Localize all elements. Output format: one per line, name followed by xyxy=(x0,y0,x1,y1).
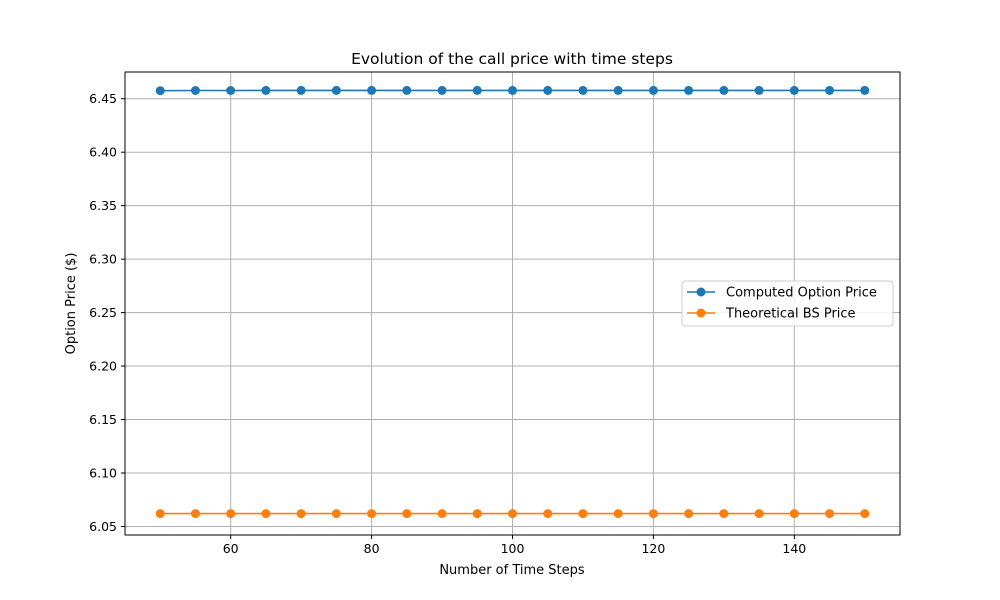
series-1-point xyxy=(860,85,870,95)
y-tick-label: 6.35 xyxy=(89,198,117,213)
legend-label-2: Theoretical BS Price xyxy=(725,307,856,322)
series-2-point xyxy=(578,509,588,519)
series-1-point xyxy=(331,85,341,95)
series-1-point xyxy=(155,86,165,96)
legend: Computed Option Price Theoretical BS Pric… xyxy=(681,280,894,327)
series-1-point xyxy=(613,85,623,95)
y-tick-label: 6.45 xyxy=(89,91,117,106)
series-2-point xyxy=(296,509,306,519)
x-tick-label: 60 xyxy=(223,541,239,556)
series-1-point xyxy=(684,85,694,95)
y-tick-label: 6.20 xyxy=(89,359,117,374)
series-1-point xyxy=(754,85,764,95)
y-axis-label: Option Price ($) xyxy=(64,253,79,355)
series-1-point xyxy=(226,85,236,95)
series-1-point xyxy=(296,85,306,95)
legend-marker-1 xyxy=(696,287,706,297)
series-1-point xyxy=(261,85,271,95)
series-2-point xyxy=(684,509,694,519)
series-2-point xyxy=(613,509,623,519)
series-2-point xyxy=(190,509,200,519)
plot-series xyxy=(155,85,870,519)
series-1-point xyxy=(578,85,588,95)
x-tick-label: 80 xyxy=(364,541,380,556)
legend-box xyxy=(681,280,894,327)
series-2-point xyxy=(648,509,658,519)
series-1-point xyxy=(437,85,447,95)
x-axis-label: Number of Time Steps xyxy=(439,563,585,578)
y-tick-label: 6.30 xyxy=(89,252,117,267)
series-2-point xyxy=(331,509,341,519)
series-2-point xyxy=(860,509,870,519)
y-tick-label: 6.10 xyxy=(89,465,117,480)
y-tick-label: 6.15 xyxy=(89,412,117,427)
series-2-point xyxy=(543,509,553,519)
series-1-point xyxy=(789,85,799,95)
series-2-point xyxy=(472,509,482,519)
legend-label-1: Computed Option Price xyxy=(726,286,877,301)
series-2-point xyxy=(261,509,271,519)
series-2-point xyxy=(226,509,236,519)
x-tick-label: 120 xyxy=(641,541,665,556)
x-tick-label: 100 xyxy=(501,541,525,556)
series-1-point xyxy=(543,85,553,95)
series-1-point xyxy=(719,85,729,95)
series-2-point xyxy=(367,509,377,519)
series-2-point xyxy=(825,509,835,519)
series-1-point xyxy=(190,85,200,95)
series-2-point xyxy=(789,509,799,519)
y-tick-label: 6.25 xyxy=(89,305,117,320)
series-2-point xyxy=(155,509,165,519)
y-tick-label: 6.05 xyxy=(89,519,117,534)
series-2-point xyxy=(754,509,764,519)
series-1-point xyxy=(648,85,658,95)
series-1-point xyxy=(402,85,412,95)
series-1-point xyxy=(472,85,482,95)
series-2-point xyxy=(402,509,412,519)
y-tick-label: 6.40 xyxy=(89,145,117,160)
axis-ticks: 60 80 100 120 140 6.05 6.10 6.15 6.20 6.25 6.30 6.3… xyxy=(89,91,806,556)
legend-marker-2 xyxy=(696,308,706,318)
chart-title: Evolution of the call price with time st… xyxy=(351,50,673,68)
series-2-point xyxy=(508,509,517,519)
series-1-point xyxy=(825,85,835,95)
series-1-point xyxy=(367,85,377,95)
series-1-point xyxy=(508,85,517,95)
series-2-point xyxy=(437,509,447,519)
x-tick-label: 140 xyxy=(782,541,806,556)
series-2-point xyxy=(719,509,729,519)
